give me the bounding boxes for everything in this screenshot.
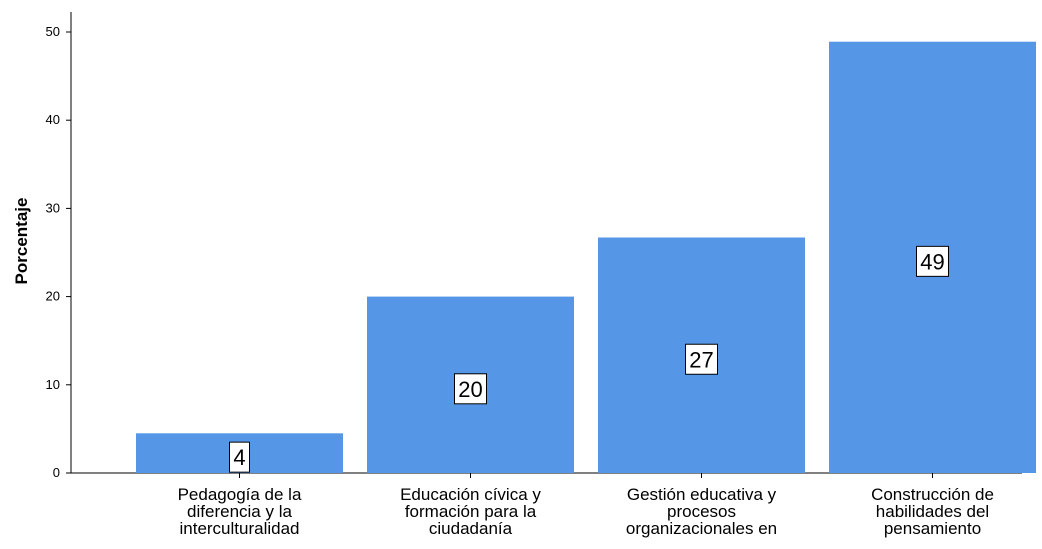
y-tick-label: 10 (46, 377, 60, 392)
x-category-label-line: ciudadanía (429, 519, 513, 538)
data-label-box (685, 343, 718, 375)
x-category-label-line: Pedagogía de la (178, 485, 302, 504)
data-label: 49 (920, 249, 944, 274)
y-tick-label: 50 (46, 24, 60, 39)
data-label-box (229, 441, 250, 473)
x-category-label-line: organizacionales en (626, 519, 777, 538)
y-tick-label: 20 (46, 289, 60, 304)
x-category-label-line: diferencia y la (187, 502, 292, 521)
y-tick-label: 0 (53, 465, 60, 480)
x-category-label-line: procesos (667, 502, 736, 521)
x-category-label: Pedagogía de la diferencia y la intercultu… (178, 485, 302, 538)
x-category-label-line: Gestión educativa y (627, 485, 777, 504)
y-axis-title: Porcentaje (12, 198, 31, 285)
plot-area: 0 10 20 30 40 50 4 Pedagogía de la diferencia y … (46, 12, 1036, 538)
x-category-label-line: pensamiento (884, 519, 981, 538)
x-category-label-line: habilidades del (876, 502, 989, 521)
data-label: 27 (689, 347, 713, 372)
data-label: 4 (233, 445, 245, 470)
y-tick-label: 30 (46, 200, 60, 215)
x-category-label: Educación cívica y formación para la ciuda… (400, 485, 541, 538)
x-category-label-line: Construcción de (871, 485, 994, 504)
data-label-box (454, 373, 487, 405)
x-category-label-line: Educación cívica y (400, 485, 541, 504)
data-label: 20 (458, 377, 482, 402)
data-label-box (916, 245, 949, 277)
x-category-label-line: interculturalidad (179, 519, 299, 538)
x-category-label: Construcción de habilidades del pensamient… (871, 485, 994, 538)
y-tick-label: 40 (46, 112, 60, 127)
x-category-label: Gestión educativa y procesos organizaciona… (626, 485, 777, 538)
x-category-label-line: formación para la (405, 502, 537, 521)
